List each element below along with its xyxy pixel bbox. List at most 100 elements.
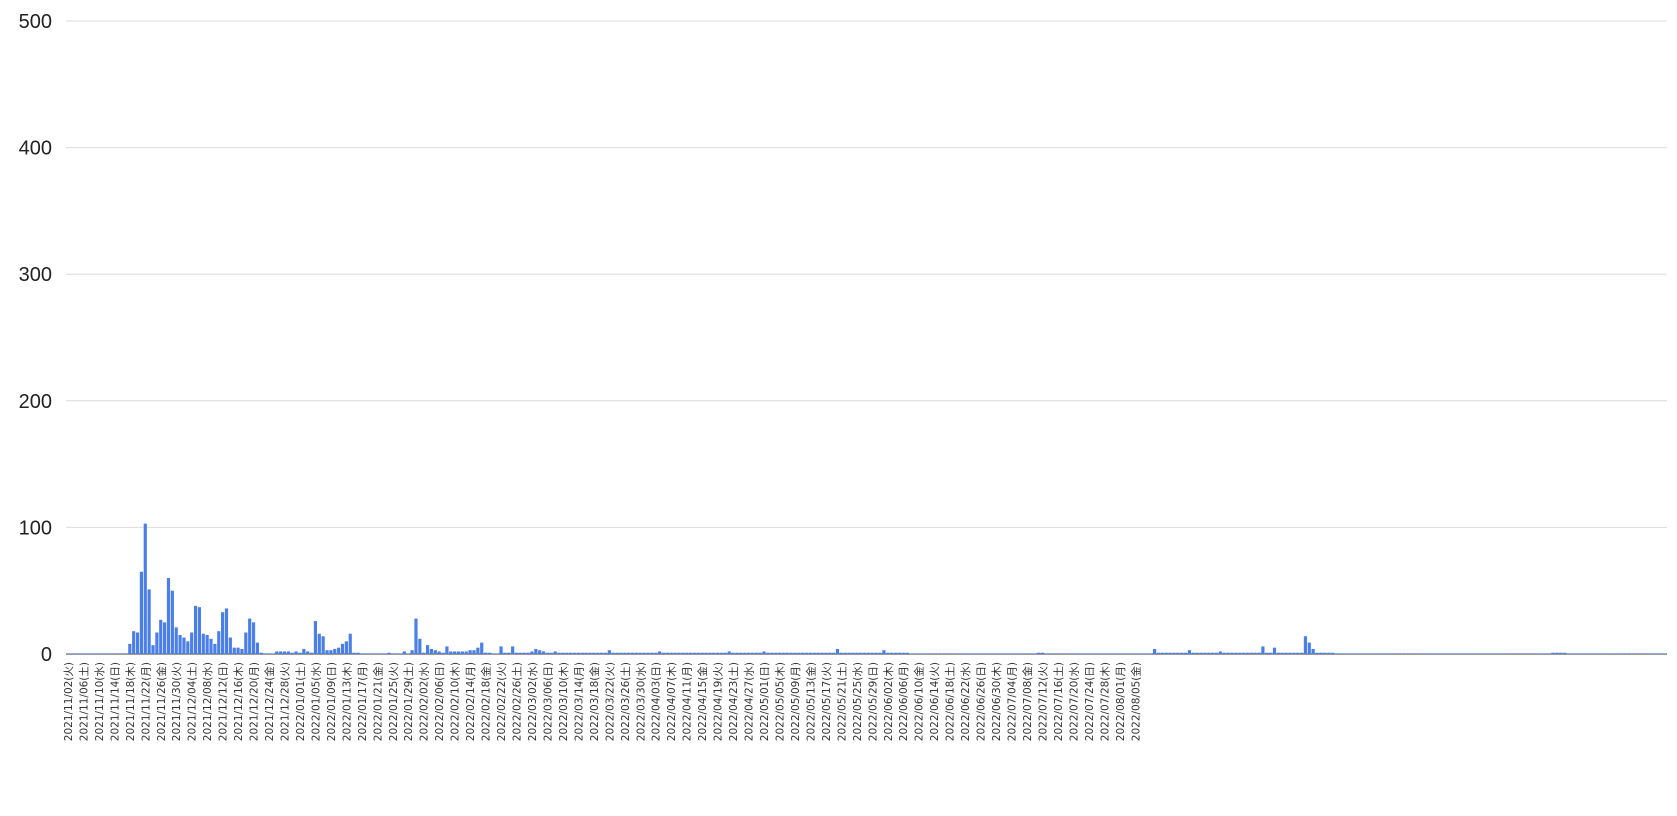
bar xyxy=(1141,653,1145,654)
bar xyxy=(1311,648,1315,654)
bar xyxy=(143,523,147,654)
bar xyxy=(843,652,847,654)
bar xyxy=(963,653,967,654)
bar xyxy=(646,652,650,654)
bar xyxy=(340,643,345,654)
bar xyxy=(93,653,97,654)
bar xyxy=(835,648,840,654)
bar xyxy=(1330,652,1335,654)
bar xyxy=(1663,653,1667,654)
bar xyxy=(309,652,314,654)
bar xyxy=(166,578,171,654)
bar xyxy=(1547,653,1551,654)
bar xyxy=(1195,652,1199,654)
bar xyxy=(673,652,677,654)
bar xyxy=(1357,653,1362,654)
bar xyxy=(387,652,391,654)
bar xyxy=(909,653,913,654)
bar xyxy=(658,651,662,654)
bar xyxy=(1446,653,1451,654)
bar xyxy=(1226,652,1230,654)
bar xyxy=(1114,653,1118,654)
bar xyxy=(1307,642,1311,654)
bar xyxy=(1125,653,1130,654)
bar xyxy=(286,651,290,654)
bar xyxy=(955,653,959,654)
bar xyxy=(422,652,426,654)
bar xyxy=(116,653,120,654)
bar xyxy=(344,641,348,654)
bar xyxy=(816,652,820,654)
bar xyxy=(1048,653,1052,654)
bar xyxy=(120,653,124,654)
bar xyxy=(398,653,403,654)
bar xyxy=(700,652,704,654)
bar xyxy=(418,638,422,654)
bar xyxy=(1172,652,1176,654)
bar xyxy=(1083,653,1087,654)
bar xyxy=(1427,653,1431,654)
bar xyxy=(1624,653,1628,654)
bar xyxy=(890,652,894,654)
bar xyxy=(279,651,283,654)
bar xyxy=(472,650,476,654)
bar xyxy=(275,651,279,654)
bar xyxy=(982,653,987,654)
bar xyxy=(360,653,364,654)
bar xyxy=(1342,653,1346,654)
bar xyxy=(1106,653,1110,654)
bar xyxy=(1056,653,1060,654)
x-tick-label: 2021/11/06(土) xyxy=(77,662,90,741)
bar xyxy=(994,653,998,654)
bar xyxy=(499,646,503,654)
bar xyxy=(217,631,221,654)
bar xyxy=(379,653,383,654)
bar xyxy=(1191,652,1195,654)
bar xyxy=(267,653,271,654)
bar xyxy=(371,653,376,654)
bar xyxy=(696,652,700,654)
bar xyxy=(132,631,136,654)
bar xyxy=(1230,652,1234,654)
bar xyxy=(1423,653,1427,654)
bar xyxy=(785,652,789,654)
bar xyxy=(654,652,658,654)
bar xyxy=(1617,653,1621,654)
bar xyxy=(1087,653,1091,654)
y-tick-label: 300 xyxy=(19,264,52,286)
bar xyxy=(1137,653,1141,654)
x-tick-label: 2022/04/27(水) xyxy=(744,662,756,741)
bar xyxy=(151,645,155,654)
y-tick-label: 100 xyxy=(19,517,52,539)
bar xyxy=(1350,653,1354,654)
bar xyxy=(1435,653,1439,654)
bar xyxy=(708,652,712,654)
bar xyxy=(232,647,236,654)
bar xyxy=(808,652,813,654)
bar xyxy=(565,652,569,654)
x-tick-label: 2022/01/17(月) xyxy=(357,662,369,741)
bar xyxy=(928,653,932,654)
bar xyxy=(197,607,201,654)
bar xyxy=(449,651,453,654)
x-tick-label: 2022/08/01(月) xyxy=(1115,662,1127,741)
bar xyxy=(588,652,592,654)
x-tick-label: 2021/11/18(木) xyxy=(125,662,137,741)
gridlines xyxy=(66,20,1667,655)
bar xyxy=(437,651,441,654)
bar xyxy=(526,652,530,654)
bar xyxy=(1415,653,1420,654)
bar xyxy=(642,652,646,654)
bar xyxy=(182,637,186,654)
bar xyxy=(1508,653,1512,654)
bar xyxy=(1133,653,1137,654)
x-tick-label: 2022/03/30(水) xyxy=(635,662,647,741)
bar xyxy=(754,652,758,654)
bar xyxy=(1265,652,1269,654)
x-tick-label: 2022/03/06(日) xyxy=(542,662,554,741)
bar xyxy=(263,653,267,654)
bar xyxy=(731,652,735,654)
bar xyxy=(893,652,898,654)
bar xyxy=(603,652,608,654)
